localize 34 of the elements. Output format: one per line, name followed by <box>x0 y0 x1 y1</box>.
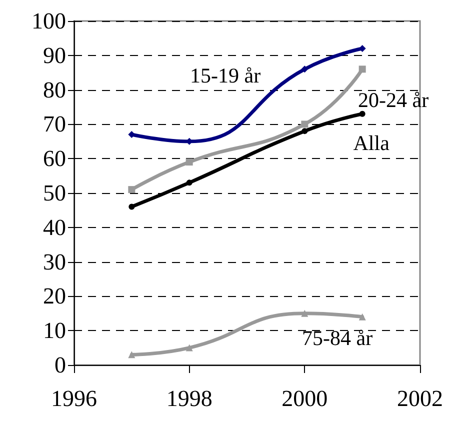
y-tick-label: 40 <box>43 214 66 240</box>
series-label: Alla <box>353 130 390 155</box>
point <box>359 110 366 117</box>
y-tick-label: 90 <box>43 42 66 68</box>
point <box>301 120 308 128</box>
y-tick-label: 20 <box>43 284 66 309</box>
y-tick-label: 10 <box>43 318 66 344</box>
point <box>302 128 308 134</box>
point <box>301 310 308 317</box>
series-label: 75-84 år <box>302 326 373 350</box>
point <box>186 158 193 166</box>
point <box>128 131 136 138</box>
x-tick-label: 2000 <box>282 386 328 411</box>
y-tick-label: 0 <box>54 352 66 378</box>
series-label: 20-24 år <box>358 88 429 112</box>
x-tick-label: 2002 <box>397 386 443 411</box>
y-tick-label: 70 <box>43 112 66 137</box>
point <box>128 351 136 358</box>
y-tick-label: 80 <box>43 77 66 102</box>
y-tick-label: 50 <box>43 180 66 206</box>
y-tick-label: 60 <box>43 146 66 172</box>
point <box>128 186 136 194</box>
point <box>128 204 135 210</box>
point <box>358 66 366 73</box>
x-tick-label: 1998 <box>166 386 212 411</box>
point <box>186 344 193 352</box>
point <box>301 66 308 73</box>
series-label: 15-19 år <box>190 63 261 88</box>
y-tick-label: 30 <box>43 249 66 274</box>
point <box>358 313 366 320</box>
point <box>186 180 192 186</box>
y-tick-label: 100 <box>32 8 66 34</box>
point <box>358 45 366 52</box>
x-tick-label: 1996 <box>51 386 97 411</box>
